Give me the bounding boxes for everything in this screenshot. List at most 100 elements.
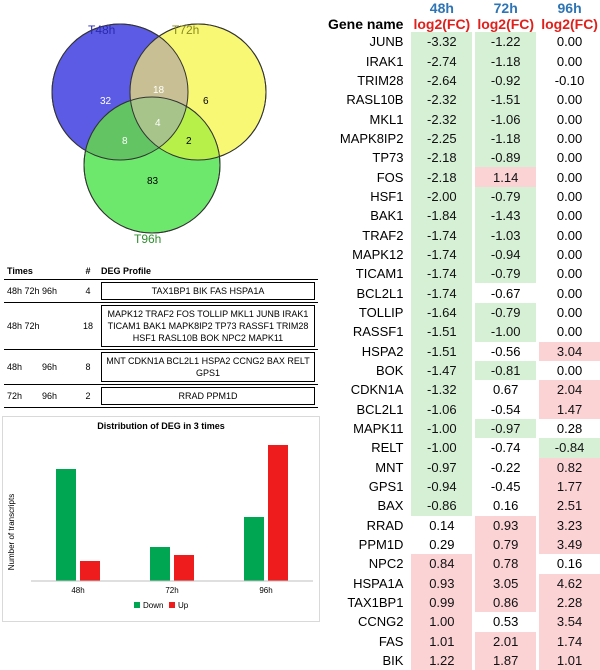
fc-value-48h: -1.06 — [411, 399, 473, 419]
table-row: HSF1 -2.00 -0.79 0.00 — [318, 186, 600, 207]
gene-name: BAK1 — [370, 208, 404, 224]
fc-value-96h: 1.74 — [539, 631, 600, 651]
table-row: TRIM28 -2.64 -0.92 -0.10 — [318, 70, 600, 91]
fc-value-48h: 1.00 — [411, 612, 473, 632]
table-row: MKL1 -2.32 -1.06 0.00 — [318, 109, 600, 129]
deg-profile: TAX1BP1 BIK FAS HSPA1A — [101, 282, 315, 300]
deg-times: 72h 96h — [4, 384, 78, 408]
fc-value-96h: -0.10 — [539, 70, 600, 91]
deg-times: 48h 96h — [4, 349, 78, 385]
fc-value-72h: 0.86 — [475, 592, 537, 613]
fc-value-48h: -0.97 — [411, 457, 473, 477]
gene-name: TICAM1 — [355, 266, 404, 282]
fc-value-72h: -1.06 — [475, 109, 537, 129]
fc-value-96h: 0.00 — [539, 51, 600, 71]
x-tick-label: 72h — [165, 586, 178, 595]
fc-value-72h: -0.79 — [475, 264, 537, 284]
fc-value-48h: -0.94 — [411, 476, 473, 497]
fc-value-96h: 0.28 — [539, 418, 600, 439]
gene-name: GPS1 — [368, 479, 404, 495]
fc-corner-cell — [318, 0, 411, 16]
fc-value-72h: -0.89 — [475, 148, 537, 168]
fc-label-header-row: Gene name log2(FC) log2(FC) log2(FC) — [318, 16, 600, 32]
fc-value-48h: -1.74 — [411, 225, 473, 245]
table-row: TRAF2 -1.74 -1.03 0.00 — [318, 225, 600, 245]
table-row: CCNG2 1.00 0.53 3.54 — [318, 612, 600, 632]
fc-value-96h: 0.00 — [539, 360, 600, 381]
gene-name: FOS — [376, 169, 404, 185]
gene-name: PPM1D — [358, 537, 404, 553]
table-row: RASL10B -2.32 -1.51 0.00 — [318, 90, 600, 110]
table-row: BOK -1.47 -0.81 0.00 — [318, 360, 600, 381]
table-row: PPM1D 0.29 0.79 3.49 — [318, 534, 600, 555]
gene-name: IRAK1 — [365, 53, 404, 69]
deg-header-count: # — [78, 263, 98, 280]
fc-value-48h: -1.51 — [411, 322, 473, 342]
gene-name: TP73 — [372, 150, 404, 166]
fc-value-96h: 0.00 — [539, 186, 600, 207]
fc-value-48h: 0.84 — [411, 554, 473, 574]
fc-value-72h: 2.01 — [475, 631, 537, 651]
fc-value-72h: -0.79 — [475, 302, 537, 323]
venn-count-48-72: 18 — [153, 85, 165, 96]
bar-down-72h — [150, 547, 170, 581]
fc-value-72h: -1.18 — [475, 51, 537, 71]
fc-value-72h: 0.16 — [475, 496, 537, 516]
table-row: MAPK11 -1.00 -0.97 0.28 — [318, 418, 600, 439]
fc-value-96h: 3.23 — [539, 515, 600, 535]
fc-time-48h: 48h — [429, 0, 454, 16]
fc-time-72h: 72h — [493, 0, 518, 16]
fc-value-48h: -2.32 — [411, 90, 473, 110]
fc-time-96h: 96h — [557, 0, 582, 16]
fc-value-48h: -1.74 — [411, 264, 473, 284]
fc-value-96h: 0.00 — [539, 244, 600, 265]
table-row: GPS1 -0.94 -0.45 1.77 — [318, 476, 600, 497]
deg-profile: MAPK12 TRAF2 FOS TOLLIP MKL1 JUNB IRAK1 … — [101, 305, 315, 347]
fold-change-table: 48h 72h 96h Gene name log2(FC) log2(FC) … — [318, 0, 600, 670]
venn-count-only-96: 83 — [147, 176, 159, 187]
table-row: JUNB -3.32 -1.22 0.00 — [318, 32, 600, 52]
table-row: FAS 1.01 2.01 1.74 — [318, 631, 600, 651]
venn-label-t72h: T72h — [172, 23, 199, 37]
venn-label-t96h: T96h — [134, 232, 161, 246]
table-row: TP73 -2.18 -0.89 0.00 — [318, 148, 600, 168]
gene-name: TOLLIP — [358, 304, 404, 320]
table-row: 48h 72h 18 MAPK12 TRAF2 FOS TOLLIP MKL1 … — [4, 302, 318, 350]
fc-value-48h: -1.47 — [411, 360, 473, 381]
x-tick-label: 96h — [259, 586, 272, 595]
fc-value-72h: -0.22 — [475, 457, 537, 477]
fc-value-72h: -1.18 — [475, 128, 537, 149]
table-row: NPC2 0.84 0.78 0.16 — [318, 554, 600, 574]
fc-value-72h: -1.00 — [475, 322, 537, 342]
fc-value-96h: 0.16 — [539, 554, 600, 574]
table-row: HSPA2 -1.51 -0.56 3.04 — [318, 341, 600, 361]
table-row: BCL2L1 -1.74 -0.67 0.00 — [318, 283, 600, 303]
fc-value-72h: -0.81 — [475, 360, 537, 381]
gene-name: HSPA2 — [361, 343, 404, 359]
gene-name: RASSF1 — [352, 324, 404, 340]
fc-value-72h: 3.05 — [475, 573, 537, 593]
table-row: 48h 72h 96h 4 TAX1BP1 BIK FAS HSPA1A — [4, 279, 318, 303]
fc-value-48h: 0.93 — [411, 573, 473, 593]
deg-times: 48h 72h 96h — [4, 279, 78, 303]
deg-times: 48h 72h — [4, 302, 78, 350]
fc-value-96h: 2.51 — [539, 496, 600, 516]
table-row: TAX1BP1 0.99 0.86 2.28 — [318, 592, 600, 613]
fc-value-72h: -0.97 — [475, 418, 537, 439]
fc-value-48h: -0.86 — [411, 496, 473, 516]
fc-value-96h: 0.00 — [539, 148, 600, 168]
fc-value-96h: 1.01 — [539, 651, 600, 670]
deg-profile: MNT CDKN1A BCL2L1 HSPA2 CCNG2 BAX RELT G… — [101, 352, 315, 382]
fc-log2-header: log2(FC) — [541, 16, 598, 32]
gene-name: RELT — [371, 440, 404, 456]
fc-value-72h: -0.92 — [475, 70, 537, 91]
fc-value-72h: 1.14 — [475, 167, 537, 187]
fc-value-72h: -0.54 — [475, 399, 537, 419]
gene-name: TRIM28 — [357, 72, 404, 88]
gene-name: MAPK8IP2 — [339, 130, 404, 146]
fc-value-96h: 0.00 — [539, 322, 600, 342]
fc-value-72h: -0.67 — [475, 283, 537, 303]
table-row: 48h 96h 8 MNT CDKN1A BCL2L1 HSPA2 CCNG2 … — [4, 349, 318, 385]
fc-value-48h: 0.14 — [411, 515, 473, 535]
table-row: BAK1 -1.84 -1.43 0.00 — [318, 206, 600, 226]
